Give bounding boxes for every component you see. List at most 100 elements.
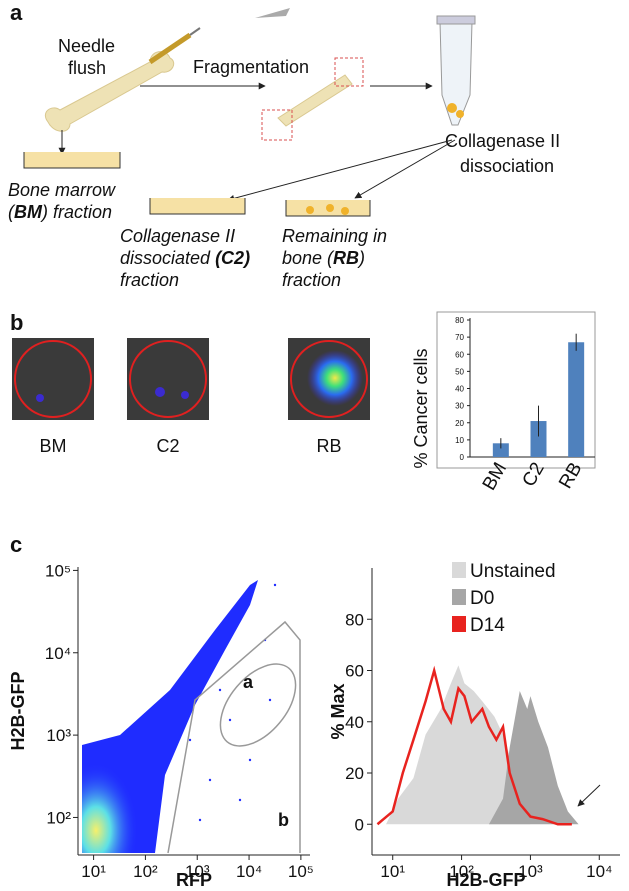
label: flush [68,58,106,78]
well-image [12,338,94,420]
y-tick-label: 20 [455,419,464,428]
legend-label: Unstained [470,561,556,582]
area [386,665,531,825]
y-tick-label: 70 [455,333,464,342]
arrow [577,784,601,807]
label: dissociated [120,248,215,268]
well-outline [14,340,92,418]
label: ) fraction [40,202,112,222]
label: bone ( [282,248,335,268]
y-tick-label: 10³ [46,726,71,745]
x-tick-label: 10⁴ [586,862,612,881]
label: Fragmentation [193,57,309,77]
x-tick-label: C2 [518,459,548,491]
x-tick-label: 10¹ [81,862,106,881]
bar [530,421,547,457]
signal [307,350,363,406]
panel-label: a [10,0,23,25]
label: Collagenase II [445,131,560,151]
arrow [227,139,453,202]
area [488,691,579,825]
signal [36,394,44,402]
x-tick-label: 10⁴ [236,862,262,881]
y-tick-label: 0 [355,815,364,834]
label: Remaining in [282,226,387,246]
legend-swatch [452,589,466,605]
label: dissociated (C2) [120,248,250,268]
fragments [326,204,334,212]
x-axis-title: H2B-GFP [446,870,525,890]
label: (BM) fraction [8,202,112,222]
label: dissociation [460,156,554,176]
legend-label: D14 [470,615,505,636]
fragments [456,110,464,118]
crosshatch [334,57,364,87]
label: ) [357,248,365,268]
label: fraction [282,270,341,290]
y-tick-label: 50 [455,367,464,376]
panel-label: c [10,532,22,557]
y-tick-label: 0 [460,453,465,462]
label: RB [333,248,359,268]
x-tick-label: 10³ [518,862,543,881]
bone [44,51,175,132]
image-label: RB [316,436,341,456]
image-label: C2 [156,436,179,456]
y-tick-label: 10⁴ [45,644,71,663]
gate-label: b [278,810,289,830]
x-tick-label: 10¹ [380,862,405,881]
label: BM [14,202,43,222]
syringe-needle [189,27,201,36]
well-outline [290,340,368,418]
panel-a: a Needle flush Fragmentation Collagenase… [8,0,560,290]
dish [149,198,246,215]
crosshatch [261,109,293,141]
label: bone (RB) [282,248,365,268]
gate [219,663,297,747]
y-tick-label: 10 [455,436,464,445]
y-tick-label: 80 [345,610,364,629]
legend-label: D0 [470,588,494,609]
y-tick-label: 10² [46,808,71,827]
bone-fragment [277,74,353,127]
arrow [354,139,456,199]
label: fraction [120,270,179,290]
well-image [127,338,209,420]
gate-label: a [243,672,254,692]
well-outline [129,340,207,418]
x-tick-label: 10³ [185,862,210,881]
y-tick-label: 40 [345,713,364,732]
syringe [148,32,192,65]
label: Bone marrow [8,180,116,200]
x-tick-label: 10² [133,862,158,881]
signal [181,391,189,399]
panel-c: c [10,532,601,854]
fragments [447,103,457,113]
legend-swatch [452,616,466,632]
y-tick-label: 60 [455,350,464,359]
bar [492,443,509,457]
y-tick-label: 80 [455,316,464,325]
x-tick-label: RB [555,459,586,492]
x-axis-title: RFP [176,870,212,890]
scalpel [255,8,290,18]
panel-b: b BM C2 RB [10,310,596,469]
x-tick-label: 10⁵ [288,862,314,881]
signal [155,387,165,397]
label: Collagenase II [120,226,235,246]
x-tick-label: BM [479,459,511,494]
legend-swatch [452,562,466,578]
y-tick-label: 30 [455,402,464,411]
y-tick-label: 10⁵ [45,561,71,580]
tube-cap [436,15,476,25]
label: (C2) [215,248,250,268]
label: ( [8,202,16,222]
y-axis-title: % Cancer cells [411,348,431,468]
gate [167,620,301,854]
y-tick-label: 20 [345,764,364,783]
chart-frame [436,311,596,469]
y-tick-label: 60 [345,662,364,681]
y-tick-label: 40 [455,385,464,394]
fragments [306,206,314,214]
